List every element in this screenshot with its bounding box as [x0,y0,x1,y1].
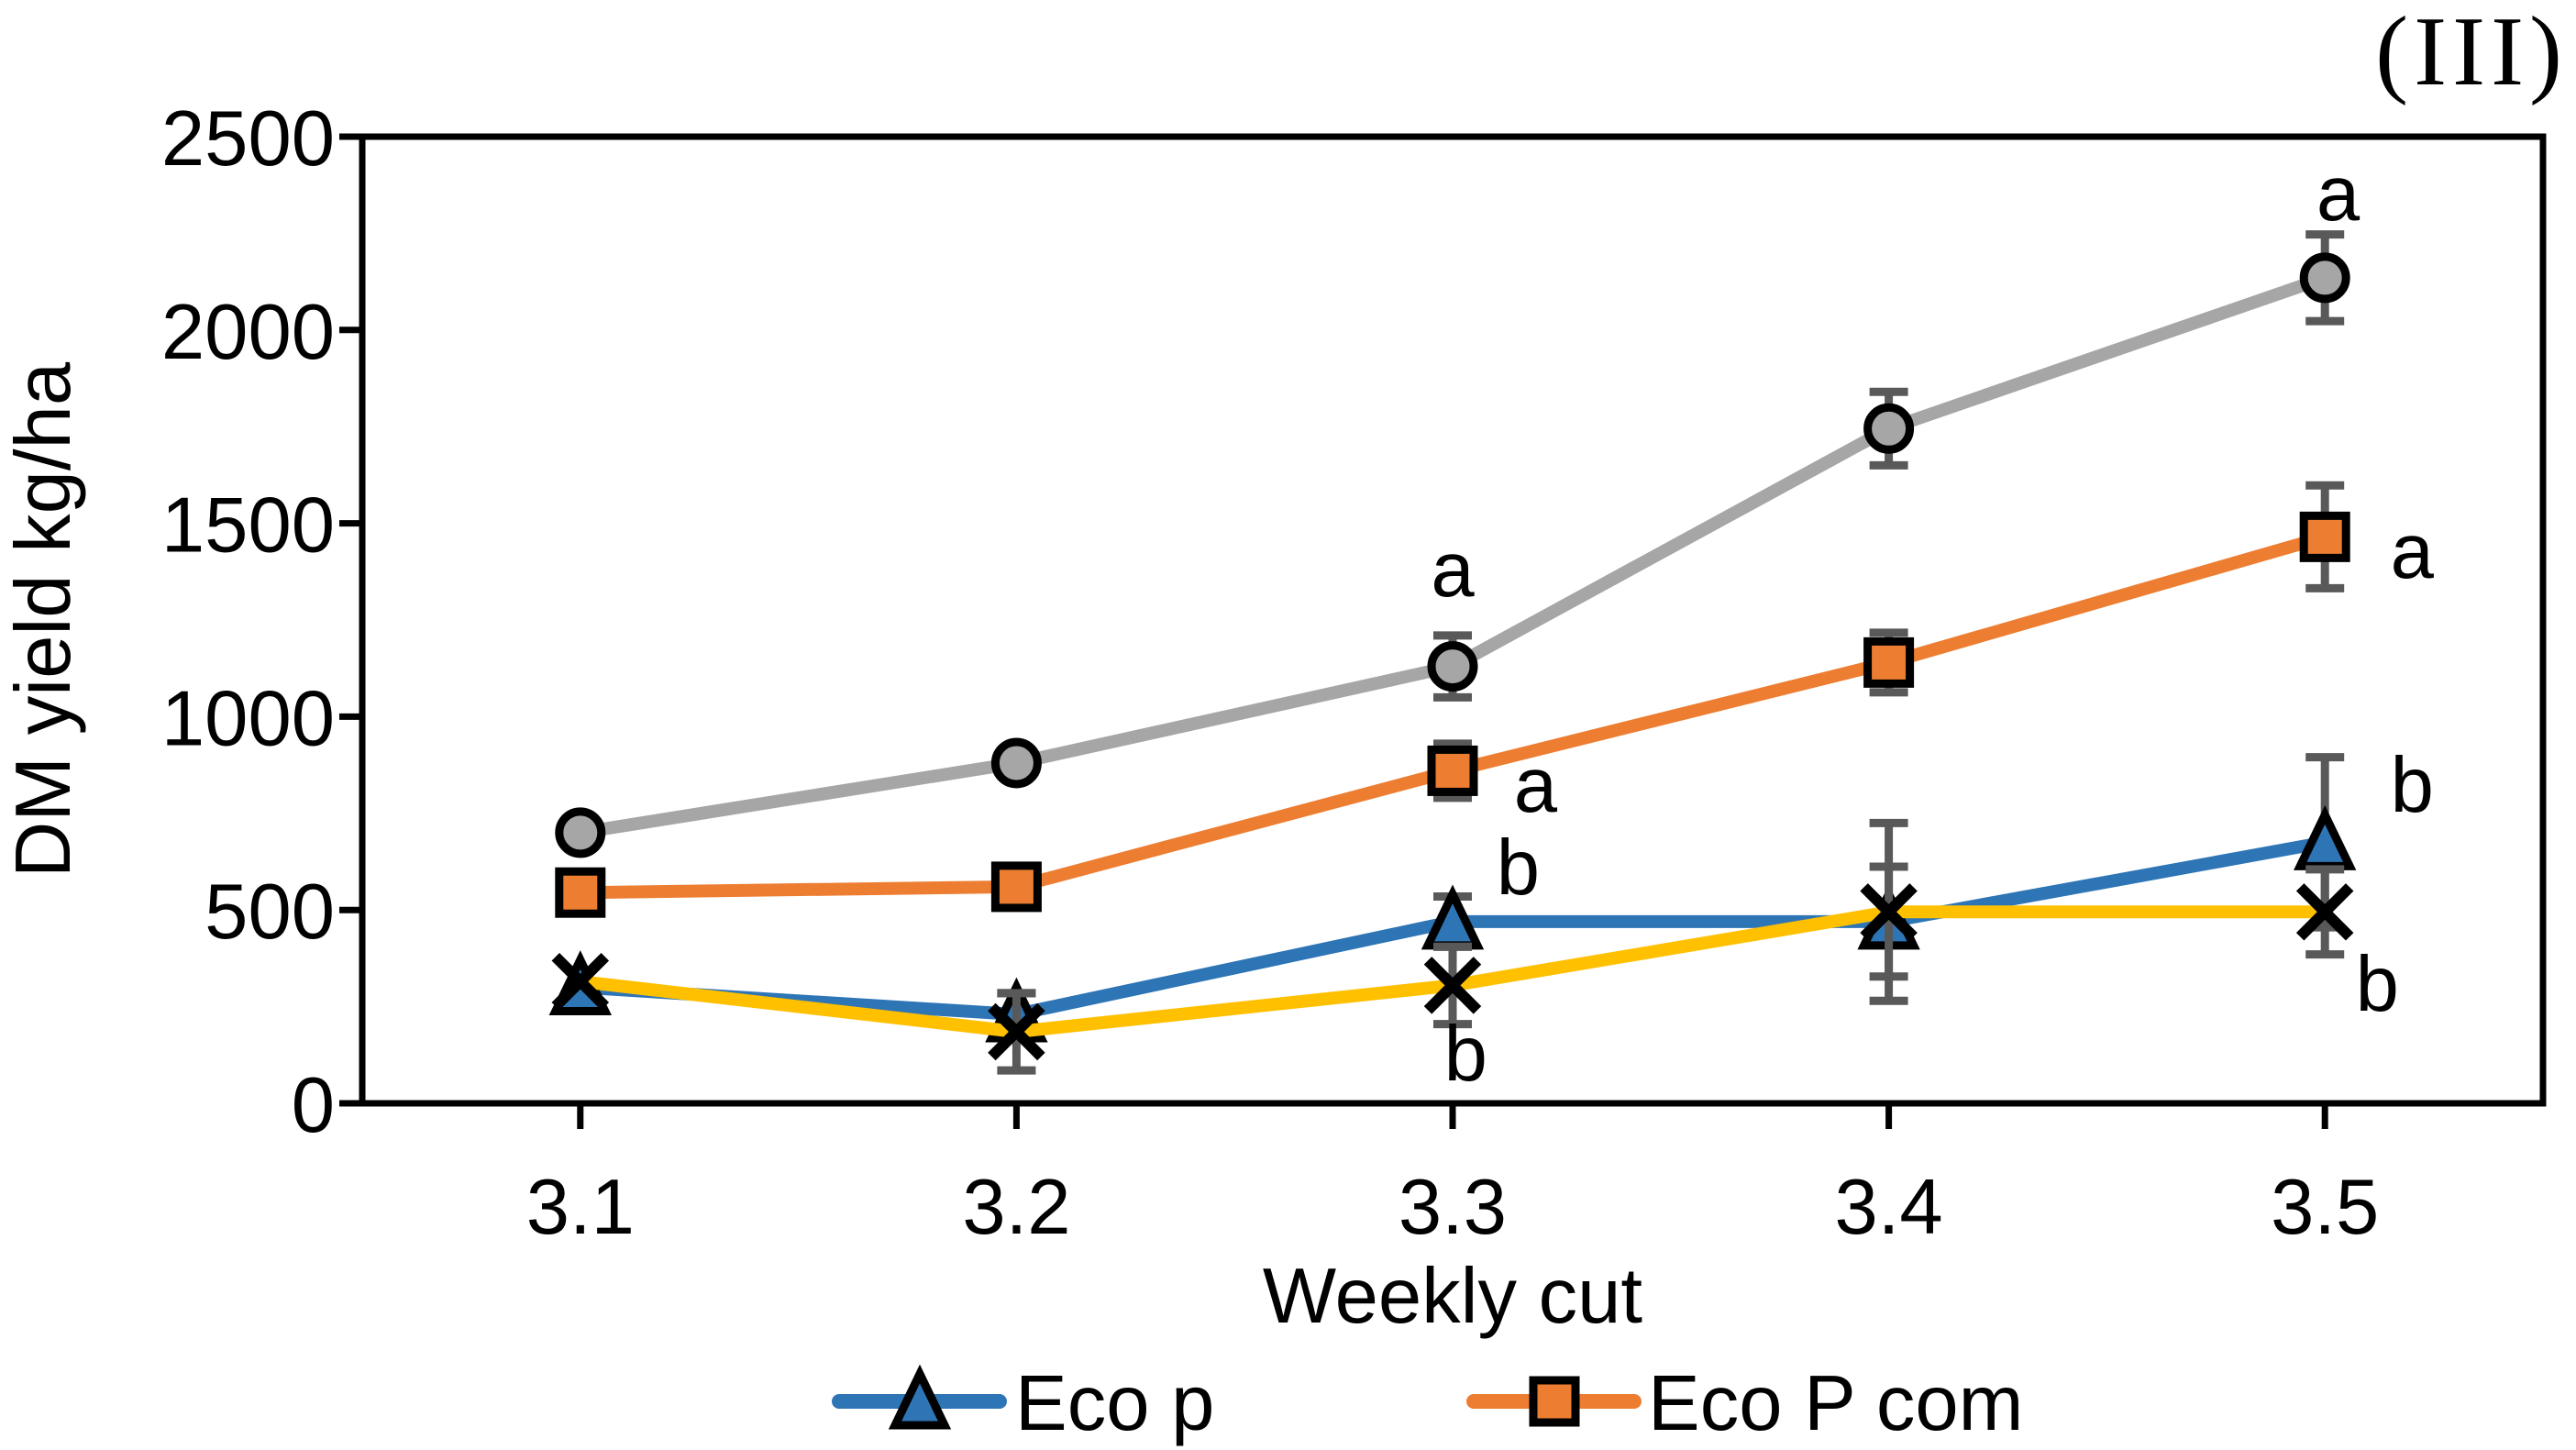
x-tick-label: 3.4 [1835,1164,1943,1251]
axes-layer: 0 500 1000 1500 2000 2500 3.1 3.2 3.3 3.4 3.5 [161,95,2547,1251]
data-point-marker-circle [2299,252,2350,304]
significance-letter: b [1444,1011,1487,1098]
data-point-marker-x [1423,957,1482,1014]
square-marker [2299,511,2350,562]
y-tick-label: 2000 [161,289,335,376]
circle-marker [1427,641,1478,692]
series-layer [548,230,2357,1075]
circle-marker [555,807,606,858]
x-marker [1423,957,1482,1014]
series-x [551,818,2354,1075]
significance-letter: a [1514,742,1558,829]
triangle-marker [888,1364,952,1430]
data-point-marker-circle [1427,641,1478,692]
significance-letter: b [1497,825,1540,912]
legend-label: Eco p [1015,1360,1214,1447]
data-point-marker-square [1529,1376,1580,1427]
x-tick-label: 3.5 [2271,1164,2379,1251]
y-tick-label: 1500 [161,482,335,570]
data-point-marker-square [2299,511,2350,562]
data-point-marker-square [555,867,606,918]
significance-letter: a [2391,508,2435,595]
legend-entry: Eco P com [1466,1360,2023,1447]
significance-letter: b [2356,941,2399,1028]
circle-marker [1863,403,1915,454]
square-marker [1427,745,1478,796]
data-point-marker-circle [555,807,606,858]
legend-entry: Eco p [832,1360,1214,1447]
significance-letter: a [1431,526,1475,614]
x-marker [1860,883,1918,941]
legend-layer: Eco p Eco P com [832,1360,2023,1447]
panel-title: (III) [2375,0,2568,106]
x-axis-title: Weekly cut [1263,1253,1642,1340]
data-point-marker-x [1860,883,1918,941]
data-point-marker-square [1427,745,1478,796]
data-point-marker-x [551,952,610,1011]
x-tick-label: 3.1 [526,1164,635,1251]
y-axis-title: DM yield kg/ha [0,361,87,878]
data-point-marker-circle [990,737,1042,789]
y-tick-label: 500 [205,869,335,956]
circle-marker [990,737,1042,789]
series-circle [555,230,2350,858]
y-tick-label: 0 [292,1062,335,1149]
square-marker [1863,636,1915,688]
y-tick-label: 1000 [161,675,335,762]
data-point-marker-x [2295,883,2354,941]
x-marker [2295,883,2354,941]
y-tick-label: 2500 [161,95,335,183]
square-marker [555,867,606,918]
legend-label: Eco P com [1648,1360,2023,1447]
data-point-marker-square [1863,636,1915,688]
circle-marker [2299,252,2350,304]
square-marker [1529,1376,1580,1427]
x-tick-label: 3.3 [1399,1164,1507,1251]
series-eco-p-com [555,481,2350,918]
significance-letter: a [2316,150,2360,238]
data-point-marker-x [988,1002,1045,1061]
significance-letter: b [2391,742,2434,829]
x-marker [551,952,610,1011]
x-tick-label: 3.2 [962,1164,1070,1251]
data-point-marker-square [990,861,1042,913]
square-marker [990,861,1042,913]
data-point-marker-triangle [888,1364,952,1430]
x-marker [988,1002,1045,1061]
data-point-marker-circle [1863,403,1915,454]
